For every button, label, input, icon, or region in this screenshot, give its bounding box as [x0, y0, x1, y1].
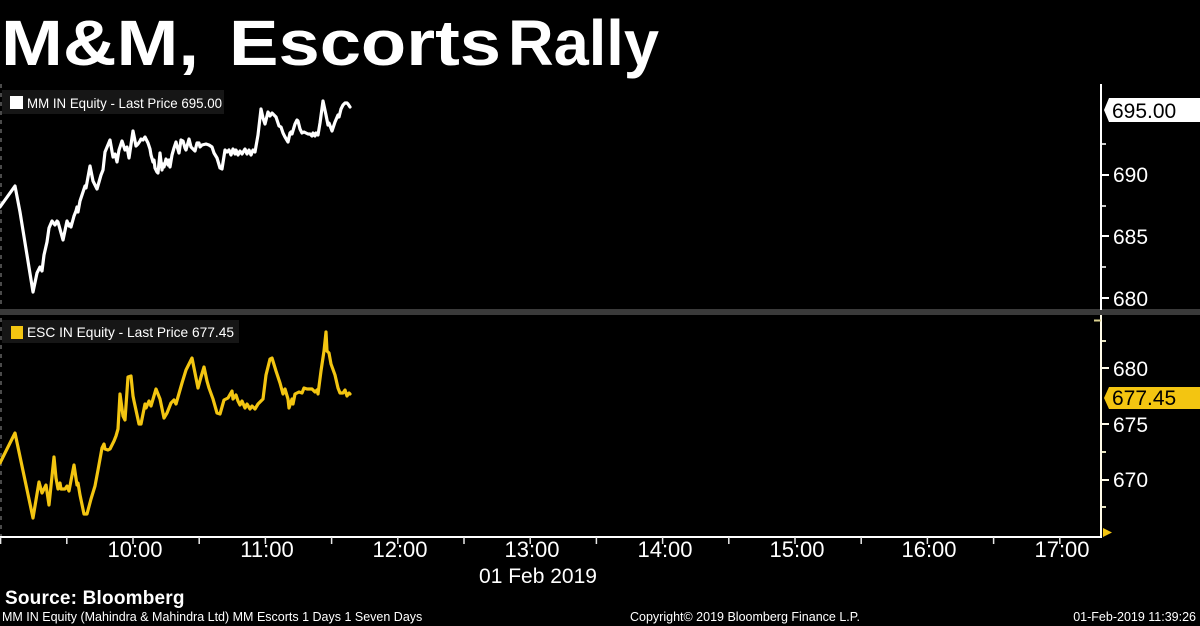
svg-text:670: 670 — [1113, 469, 1148, 492]
svg-text:685: 685 — [1113, 226, 1148, 249]
svg-text:17:00: 17:00 — [1034, 537, 1089, 562]
svg-text:15:00: 15:00 — [769, 537, 824, 562]
svg-text:675: 675 — [1113, 414, 1148, 437]
svg-text:12:00: 12:00 — [372, 537, 427, 562]
svg-text:Copyright© 2019 Bloomberg Fina: Copyright© 2019 Bloomberg Finance L.P. — [630, 610, 860, 624]
svg-text:11:00: 11:00 — [240, 537, 293, 562]
svg-text:680: 680 — [1113, 288, 1148, 311]
svg-text:14:00: 14:00 — [637, 537, 692, 562]
svg-text:01-Feb-2019 11:39:26: 01-Feb-2019 11:39:26 — [1073, 610, 1196, 624]
svg-text:Source: Bloomberg: Source: Bloomberg — [5, 588, 185, 609]
svg-text:10:00: 10:00 — [107, 537, 162, 562]
svg-text:690: 690 — [1113, 164, 1148, 187]
svg-text:13:00: 13:00 — [504, 537, 559, 562]
svg-text:01 Feb 2019: 01 Feb 2019 — [479, 565, 597, 588]
svg-text:ESC IN Equity - Last Price 677: ESC IN Equity - Last Price 677.45 — [27, 324, 234, 340]
svg-text:MM IN Equity (Mahindra & Mahin: MM IN Equity (Mahindra & Mahindra Ltd) M… — [2, 610, 422, 624]
svg-text:680: 680 — [1113, 358, 1148, 381]
svg-text:695.00: 695.00 — [1112, 100, 1176, 123]
svg-text:677.45: 677.45 — [1112, 387, 1176, 410]
svg-text:16:00: 16:00 — [901, 537, 956, 562]
svg-text:MM IN Equity - Last Price 695.: MM IN Equity - Last Price 695.00 — [27, 95, 222, 111]
